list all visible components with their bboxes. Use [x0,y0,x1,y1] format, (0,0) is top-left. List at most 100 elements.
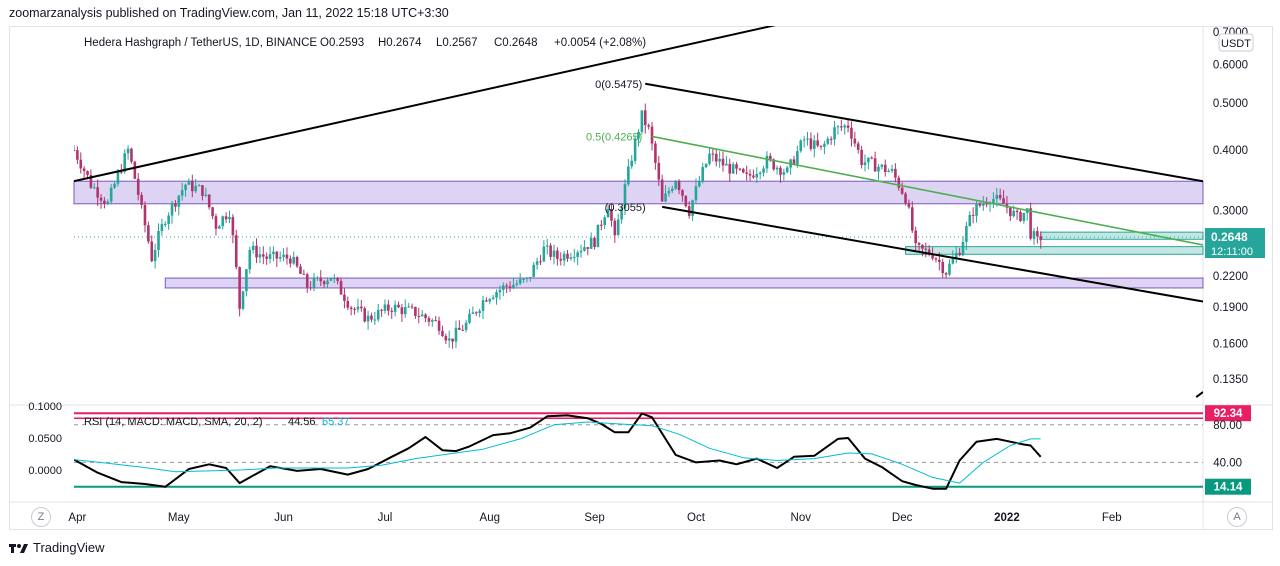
auto-scale-button[interactable]: A [1227,507,1247,527]
candle-body [539,261,542,263]
candle-body [383,304,387,311]
candle-body [410,306,414,308]
candle-body [894,168,897,178]
candle-body [292,256,296,264]
candle-body [958,252,961,256]
rsi-value: 44.56 [288,416,316,428]
candle-body [816,140,819,146]
candle-body [927,249,931,255]
candle-body [674,181,677,189]
candle-body [481,300,485,311]
candle-body [498,289,502,293]
candle-body [130,148,133,162]
candle-body [796,151,799,165]
candle-body [447,338,451,341]
candle-body [79,159,83,169]
channel-extension-top-right [1195,391,1203,398]
candle-body [640,110,644,132]
price-tick-label: 0.2200 [1213,271,1248,283]
candle-body [792,159,796,165]
legend-change: +0.0054 (+2.08%) [554,37,646,49]
footer-brand: TradingView [9,540,105,555]
lower-support-zone [164,277,1204,289]
candle-body [802,139,806,141]
candle-body [741,168,745,173]
candle-body [529,276,532,278]
candle-body [535,261,539,265]
candle-body [353,309,356,311]
zoom-button[interactable]: Z [31,507,51,527]
candle-body [356,306,360,310]
candle-body [714,153,718,162]
candle-body [522,278,525,280]
price-tick-label: 0.1350 [1213,374,1248,386]
candle-body [1036,231,1039,237]
rsi-ma-value: 65.37 [322,416,350,428]
candle-body [931,254,934,259]
candle-body [833,127,836,140]
candle-body [74,150,76,152]
candle-body [843,125,846,128]
candle-body [711,153,715,155]
candle-body [420,314,424,317]
candle-body [904,193,907,204]
candle-body [698,181,701,187]
candle-body [630,160,634,167]
candle-body [512,284,515,289]
candle-body [123,153,127,172]
candle-body [934,258,938,260]
candle-body [826,138,830,144]
candle-body [589,237,593,249]
candle-body [812,140,816,149]
candle-body [1015,210,1019,213]
candle-body [434,320,437,322]
candle-body [221,216,225,227]
candle-body [853,138,857,144]
candle-body [1022,212,1026,221]
time-tick-label: May [168,512,190,524]
candle-body [82,168,86,172]
candle-body [840,126,843,128]
candle-body [370,315,373,320]
candle-body [167,215,170,224]
candles [74,103,1043,349]
rsi-line [74,412,1042,490]
candle-body [1039,236,1043,241]
candle-body [393,304,397,312]
candle-body [593,237,596,248]
candle-body [985,203,988,205]
candle-body [900,187,904,194]
countdown-label: 12:11:00 [1211,246,1253,258]
candle-body [914,230,917,244]
candle-body [282,254,285,258]
candle-body [204,194,208,196]
lower-band-badge [1205,478,1251,495]
candle-body [234,235,238,268]
candle-body [738,168,742,170]
candle-body [897,177,901,188]
candle-body [620,208,623,220]
candle-body [867,157,870,163]
candle-body [880,164,884,167]
candle-body [600,224,603,226]
candle-body [917,243,921,245]
candle-body [228,217,231,220]
candle-body [376,309,380,320]
candle-body [961,241,965,256]
candle-body [758,172,762,175]
candle-body [762,168,765,173]
fib-annotation: 0(0.5475) [595,79,642,91]
legend-high: H0.2674 [378,37,422,49]
candle-body [458,327,461,330]
candle-body [285,254,289,259]
candle-body [309,287,312,289]
candle-body [677,181,681,191]
candle-body [948,263,951,275]
candle-body [627,166,630,185]
candle-body [265,256,268,259]
candle-body [417,315,421,317]
candle-body [978,203,982,206]
candle-body [160,224,164,232]
candle-body [549,245,552,257]
